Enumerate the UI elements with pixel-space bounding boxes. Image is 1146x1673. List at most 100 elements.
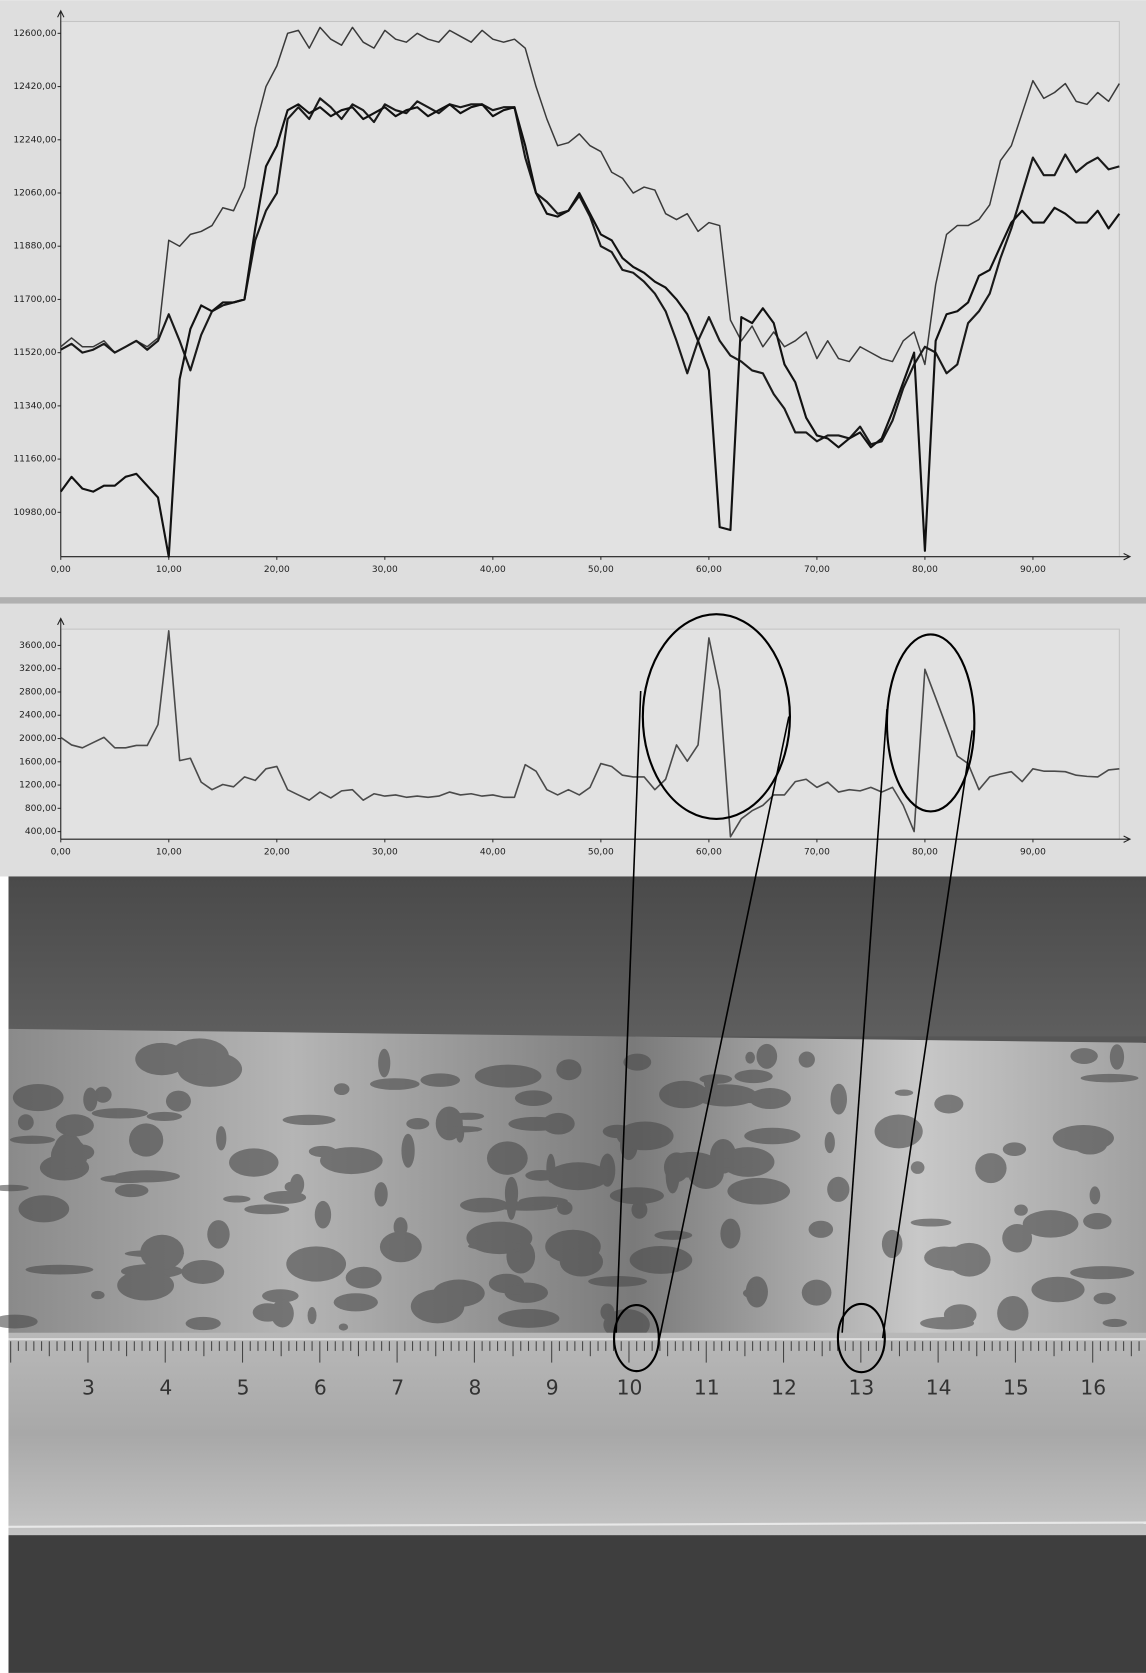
blotch (140, 1235, 184, 1270)
blotch (334, 1293, 378, 1311)
blotch (56, 1114, 94, 1136)
blotch (802, 1280, 832, 1306)
blotch (1090, 1186, 1101, 1204)
ruler-label: 16 (1080, 1376, 1106, 1400)
page: {"chart_data":[ {"type":"line","x":[0,1,… (0, 0, 1146, 1673)
x-tick-label: 50,00 (588, 565, 614, 575)
blotch (475, 1065, 542, 1088)
ruler-label: 5 (237, 1376, 250, 1400)
blotch (997, 1296, 1028, 1331)
blotch (630, 1246, 693, 1274)
ruler-label: 3 (82, 1376, 95, 1400)
blotch (378, 1049, 390, 1078)
blotch (320, 1147, 383, 1174)
blotch (831, 1084, 848, 1115)
x-tick-label: 70,00 (804, 565, 830, 575)
blotch (525, 1170, 556, 1181)
blotch (54, 1133, 83, 1169)
blotch (135, 1043, 188, 1075)
blotch (727, 1178, 790, 1205)
blotch (911, 1219, 952, 1227)
blotch (115, 1184, 149, 1197)
x-tick-label: 40,00 (480, 565, 506, 575)
plot-area (61, 22, 1120, 557)
x-tick-label: 60,00 (696, 565, 722, 575)
x-tick-label: 50,00 (588, 847, 614, 857)
blotch (420, 1073, 460, 1087)
blotch (744, 1128, 800, 1145)
x-tick-label: 0,00 (51, 565, 71, 575)
x-tick-label: 20,00 (264, 565, 290, 575)
blotch (253, 1303, 283, 1321)
blotch (944, 1304, 977, 1325)
blotch (13, 1084, 64, 1111)
blotch (745, 1052, 755, 1064)
blotch (697, 1159, 756, 1168)
y-tick-label: 11340,00 (13, 401, 56, 411)
x-tick-label: 60,00 (696, 847, 722, 857)
blotch (1110, 1044, 1124, 1069)
y-tick-label: 11700,00 (13, 295, 56, 305)
y-tick-label: 2800,00 (19, 687, 57, 697)
wood (9, 1535, 1146, 1673)
blotch (1002, 1224, 1032, 1252)
blotch (229, 1148, 278, 1176)
blotch (519, 1197, 568, 1206)
x-tick-label: 80,00 (912, 565, 938, 575)
blotch (439, 1126, 483, 1132)
blotch (934, 1095, 963, 1114)
blotch (882, 1230, 903, 1258)
blotch (1081, 1074, 1139, 1082)
blotch (286, 1246, 346, 1281)
blotch (1070, 1048, 1097, 1064)
blotch (930, 1247, 980, 1271)
blotch (346, 1267, 382, 1289)
separator (0, 597, 1146, 603)
y-tick-label: 3600,00 (19, 641, 57, 651)
blotch (694, 1084, 757, 1106)
wood (9, 876, 1146, 1036)
y-tick-label: 1600,00 (19, 757, 57, 767)
blotch (743, 1288, 764, 1299)
blotch (515, 1090, 552, 1106)
blotch (406, 1118, 429, 1129)
blotch (468, 1242, 522, 1251)
blotch (19, 1195, 70, 1222)
blotch (308, 1307, 317, 1324)
blotch (975, 1153, 1006, 1183)
ruler (9, 1333, 1146, 1536)
blotch (207, 1220, 229, 1248)
blotch (244, 1204, 289, 1214)
blotch (734, 1070, 772, 1083)
blotch (129, 1123, 163, 1156)
ruler-label: 15 (1003, 1376, 1029, 1400)
ruler-label: 11 (694, 1376, 720, 1400)
ruler-label: 9 (546, 1376, 559, 1400)
y-tick-label: 1200,00 (19, 781, 57, 791)
blotch (83, 1087, 97, 1111)
x-tick-label: 20,00 (264, 847, 290, 857)
blotch (26, 1265, 94, 1275)
blotch (10, 1136, 55, 1144)
x-tick-label: 40,00 (480, 847, 506, 857)
blotch (502, 1286, 537, 1295)
blotch (548, 1162, 609, 1190)
blotch (18, 1114, 34, 1130)
blotch (334, 1083, 350, 1095)
blotch (315, 1201, 331, 1229)
blotch (436, 1106, 463, 1140)
ruler-label: 7 (391, 1376, 404, 1400)
blotch (186, 1317, 221, 1330)
y-tick-label: 800,00 (25, 804, 57, 814)
blotch (498, 1309, 559, 1328)
y-tick-label: 12060,00 (13, 188, 56, 198)
blotch (756, 1044, 777, 1069)
blotch (433, 1280, 485, 1307)
blotch (401, 1134, 414, 1168)
blotch (623, 1054, 651, 1071)
ruler-label: 4 (159, 1376, 172, 1400)
blotch (895, 1090, 913, 1096)
blotch (216, 1126, 226, 1150)
blotch (339, 1323, 348, 1330)
blotch (1094, 1293, 1116, 1305)
